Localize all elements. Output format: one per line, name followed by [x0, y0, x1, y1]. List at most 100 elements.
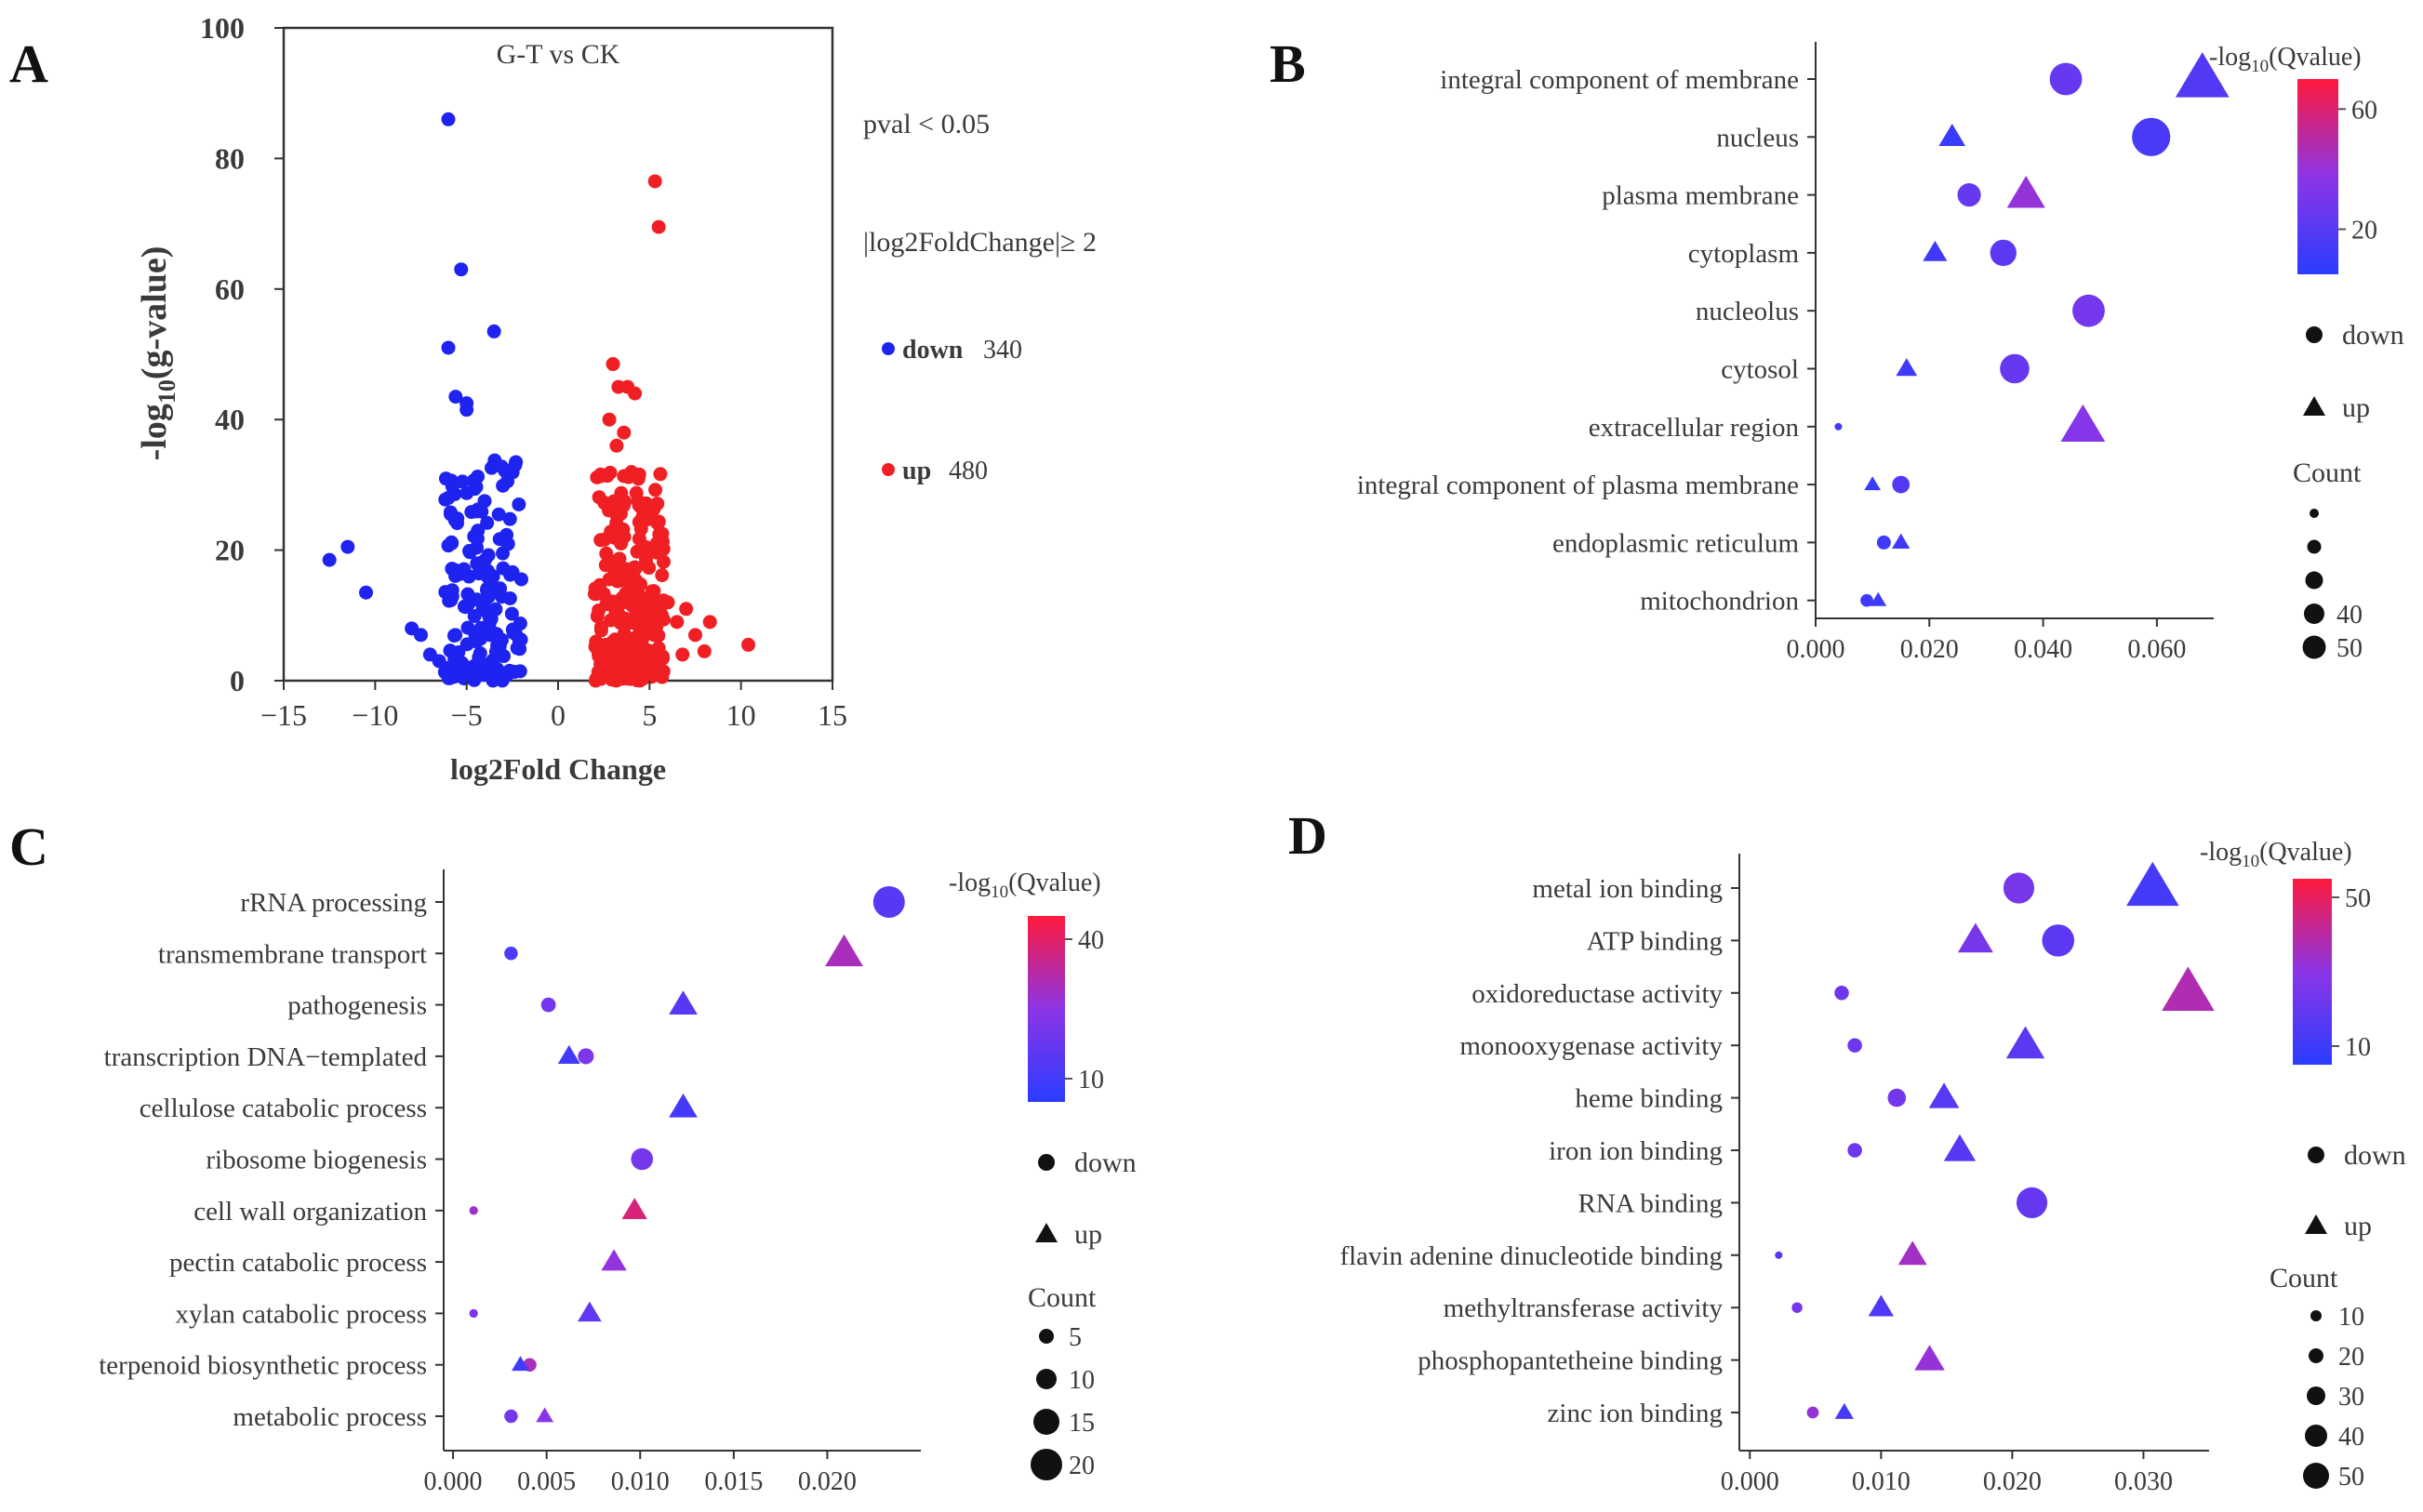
down-term-point	[872, 886, 905, 918]
count-legend-marker	[2305, 1425, 2327, 1447]
count-legend-label: 50	[2336, 634, 2363, 663]
up-gene-point	[629, 485, 644, 500]
up-gene-point	[655, 568, 670, 583]
up-term-point	[1897, 1240, 1927, 1266]
up-gene-point	[656, 554, 671, 569]
down-gene-point	[470, 592, 485, 607]
y-tick-label: 0	[230, 664, 245, 697]
down-gene-point	[441, 663, 456, 678]
count-legend-marker	[2303, 1463, 2329, 1489]
down-term-point	[504, 947, 518, 961]
down-gene-point	[438, 471, 453, 486]
up-term-point	[2175, 52, 2230, 98]
up-term-point	[2162, 966, 2215, 1011]
up-gene-point	[646, 657, 660, 671]
down-gene-point	[460, 668, 475, 683]
up-gene-point	[621, 469, 636, 484]
down-gene-point	[477, 494, 492, 509]
count-legend-label: 40	[2338, 1423, 2364, 1452]
x-tick-label: 5	[642, 698, 657, 732]
down-term-point	[2049, 62, 2083, 96]
panel-letter-a: A	[9, 33, 48, 94]
up-gene-point	[616, 498, 631, 513]
up-gene-point	[614, 485, 629, 500]
up-gene-point	[632, 467, 646, 482]
down-gene-point	[486, 324, 501, 338]
x-tick-label: 0.000	[424, 1467, 483, 1496]
colorbar-tick-label: 20	[2351, 217, 2377, 245]
category-label: transcription DNA−templated	[104, 1042, 428, 1072]
up-term-point	[536, 1407, 554, 1423]
down-gene-point	[454, 262, 469, 277]
up-gene-point	[614, 536, 629, 550]
up-term-point	[621, 1198, 647, 1220]
count-legend-label: 40	[2336, 601, 2363, 630]
down-term-point	[2132, 117, 2171, 156]
category-label: cell wall organization	[193, 1197, 427, 1227]
category-label: nucleolus	[1696, 297, 1799, 326]
bubble-plot-b: integral component of membrane nucleus pla…	[1357, 42, 2404, 664]
x-tick-label: 0.060	[2127, 635, 2186, 664]
down-gene-point	[496, 478, 511, 493]
colorbar	[1028, 916, 1065, 1102]
category-label: endoplasmic reticulum	[1552, 528, 1799, 558]
colorbar-title-part: 10	[2242, 852, 2259, 871]
volcano-points	[322, 112, 756, 688]
colorbar-tick-label: 10	[2345, 1033, 2371, 1062]
category-label: nucleus	[1716, 123, 1799, 153]
down-gene-point	[445, 583, 459, 598]
colorbar	[2293, 879, 2332, 1065]
down-gene-point	[496, 546, 511, 561]
count-legend-marker	[2310, 509, 2319, 518]
x-tick-label: 0.005	[517, 1467, 576, 1496]
category-label: integral component of plasma membrane	[1357, 471, 1799, 500]
up-term-point	[1864, 476, 1882, 491]
up-gene-point	[630, 673, 645, 688]
down-term-point	[2072, 294, 2105, 327]
down-gene-point	[441, 340, 456, 355]
up-gene-point	[642, 561, 657, 576]
down-gene-point	[448, 628, 463, 643]
category-label: phosphopantetheine binding	[1418, 1346, 1723, 1376]
down-term-point	[1847, 1038, 1862, 1053]
y-tick-label: 20	[215, 534, 245, 567]
volcano-x-axis-label: log2Fold Change	[450, 752, 666, 786]
y-tick-label: 60	[215, 272, 245, 306]
up-gene-point	[609, 438, 624, 453]
up-term-point	[2126, 861, 2179, 907]
legend-up-marker	[2305, 1214, 2327, 1234]
up-gene-point	[616, 522, 631, 537]
down-gene-point	[467, 482, 482, 497]
category-label: rRNA processing	[240, 888, 427, 918]
down-gene-point	[470, 531, 485, 546]
up-gene-point	[617, 425, 632, 440]
count-legend-marker	[2305, 571, 2323, 590]
count-legend-marker	[2307, 1386, 2325, 1405]
down-term-point	[1887, 1088, 1907, 1107]
count-legend-title: Count	[1028, 1282, 1097, 1313]
down-gene-point	[471, 556, 486, 571]
up-gene-point	[602, 412, 617, 427]
up-gene-point	[633, 522, 648, 537]
x-tick-label: 0.015	[704, 1467, 763, 1496]
up-term-point	[1868, 1294, 1894, 1317]
down-gene-point	[502, 511, 517, 526]
down-gene-point	[488, 644, 503, 659]
x-tick-label: 0	[551, 698, 566, 732]
category-label: plasma membrane	[1602, 181, 1799, 211]
category-label: ribosome biogenesis	[206, 1146, 427, 1175]
down-term-point	[2042, 924, 2075, 957]
colorbar-tick-label: 60	[2351, 96, 2377, 125]
down-gene-point	[462, 544, 477, 559]
down-term-point	[1957, 183, 1981, 207]
panel-b-cellular-component: B integral component of membrane nucleus p…	[1270, 33, 2404, 664]
up-term-point	[1914, 1345, 1945, 1371]
down-gene-point	[471, 668, 486, 683]
down-gene-point	[457, 599, 472, 614]
down-term-point	[1806, 1406, 1819, 1419]
up-gene-point	[660, 595, 675, 610]
volcano-y-axis-label: -log10(g-value)	[135, 246, 180, 461]
down-gene-point	[481, 590, 496, 604]
down-gene-point	[507, 664, 522, 679]
legend-up-marker	[882, 463, 895, 476]
